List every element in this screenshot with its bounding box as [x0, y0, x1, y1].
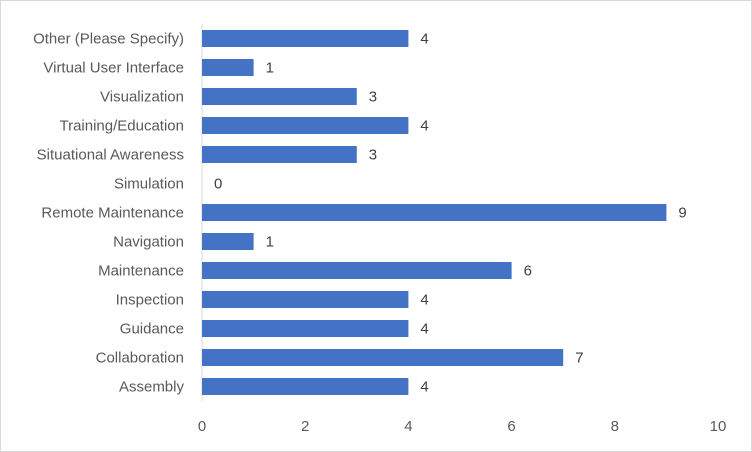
data-label: 3 — [369, 147, 377, 164]
data-label: 1 — [266, 234, 274, 251]
x-tick-label: 10 — [710, 418, 727, 435]
category-label: Virtual User Interface — [43, 60, 184, 77]
category-label: Guidance — [120, 321, 184, 338]
category-label: Maintenance — [98, 263, 184, 280]
data-label: 4 — [420, 379, 428, 396]
category-label: Inspection — [116, 292, 184, 309]
data-label: 1 — [266, 60, 274, 77]
data-label: 0 — [214, 176, 222, 193]
data-label: 6 — [524, 263, 532, 280]
bar — [202, 349, 564, 366]
x-tick-label: 0 — [198, 418, 206, 435]
category-label: Simulation — [114, 176, 184, 193]
category-label: Remote Maintenance — [41, 205, 184, 222]
category-label: Situational Awareness — [37, 147, 184, 164]
data-label: 4 — [420, 321, 428, 338]
x-tick-label: 4 — [404, 418, 412, 435]
x-tick-label: 2 — [301, 418, 309, 435]
bar — [202, 117, 409, 134]
data-label: 9 — [678, 205, 686, 222]
bar — [202, 59, 254, 76]
x-tick-label: 8 — [611, 418, 619, 435]
data-label: 4 — [420, 31, 428, 48]
bar — [202, 378, 409, 395]
bar — [202, 204, 667, 221]
category-label: Visualization — [100, 89, 184, 106]
bar — [202, 291, 409, 308]
bar — [202, 320, 409, 337]
category-label: Other (Please Specify) — [33, 31, 184, 48]
data-label: 3 — [369, 89, 377, 106]
bar — [202, 146, 357, 163]
labels-group: Other (Please Specify) 4 Virtual User Inte… — [33, 31, 726, 436]
category-label: Navigation — [113, 234, 184, 251]
category-label: Assembly — [119, 379, 185, 396]
bars-group — [202, 30, 667, 395]
x-tick-label: 6 — [507, 418, 515, 435]
data-label: 4 — [420, 292, 428, 309]
data-label: 7 — [575, 350, 583, 367]
bar — [202, 88, 357, 105]
bar — [202, 262, 512, 279]
bar — [202, 30, 409, 47]
data-label: 4 — [420, 118, 428, 135]
category-label: Collaboration — [96, 350, 184, 367]
category-label: Training/Education — [59, 118, 184, 135]
bar — [202, 233, 254, 250]
